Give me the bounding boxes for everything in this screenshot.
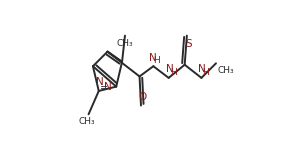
Text: CH₃: CH₃ <box>117 39 133 48</box>
Text: CH₃: CH₃ <box>79 117 95 126</box>
Text: N: N <box>165 64 173 74</box>
Text: H: H <box>202 68 209 77</box>
Text: N: N <box>104 82 112 92</box>
Text: S: S <box>185 39 192 49</box>
Text: O: O <box>138 92 147 102</box>
Text: H: H <box>153 56 160 66</box>
Text: N: N <box>198 64 206 74</box>
Text: =: = <box>100 83 108 93</box>
Text: N: N <box>149 53 156 63</box>
Text: H: H <box>170 68 176 77</box>
Text: CH₃: CH₃ <box>218 66 234 75</box>
Text: N: N <box>96 77 103 87</box>
